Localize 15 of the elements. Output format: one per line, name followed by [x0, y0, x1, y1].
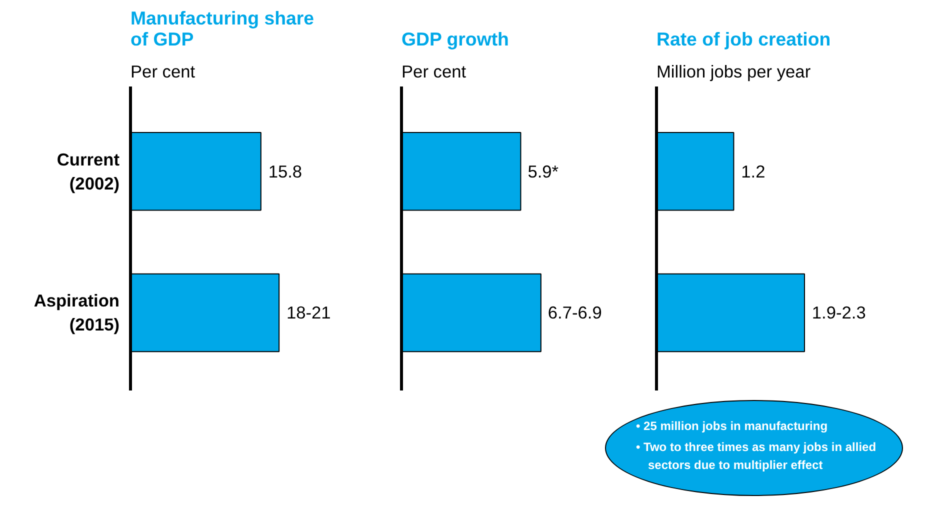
picture-ellipse: • 25 million jobs in manufacturing • Two to three times as many jobs in allied sectors due to multiplier effect	[605, 400, 903, 496]
y-tick-label: Current (2002)	[56, 149, 120, 194]
chart-subtitle: Million jobs per year	[656, 62, 811, 82]
data-label: 1.9-2.3	[812, 302, 866, 323]
data-label: 15.8	[268, 161, 302, 182]
y-tick-label: Aspiration (2015)	[34, 290, 120, 335]
chart-title: GDP growth	[402, 28, 509, 50]
data-label: 18-21	[286, 302, 331, 323]
chart-title: Rate of job creation	[656, 28, 831, 50]
chart-title: Manufacturing share of GDP	[130, 8, 314, 50]
data-label: 6.7-6.9	[548, 302, 602, 323]
data-label: 5.9*	[528, 161, 559, 182]
chart-subtitle: Per cent	[402, 62, 466, 82]
chart-subtitle: Per cent	[130, 62, 196, 82]
data-label: 1.2	[741, 161, 766, 182]
